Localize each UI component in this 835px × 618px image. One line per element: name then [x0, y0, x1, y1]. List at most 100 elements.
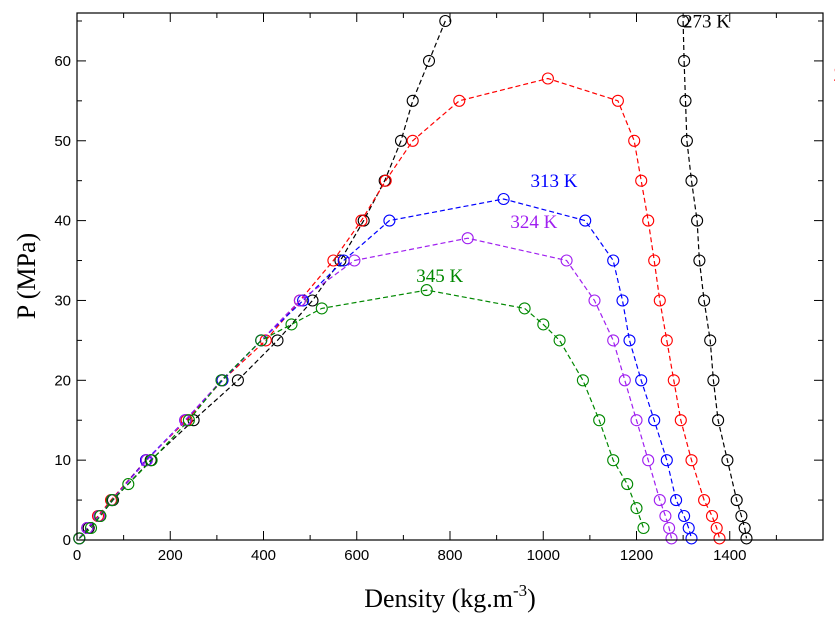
- series-line-273-k: [78, 20, 446, 539]
- data-point-324-k: [618, 374, 631, 387]
- data-point-273-k: [306, 294, 319, 307]
- x-axis-title: Density (kg.m-3): [364, 581, 536, 613]
- x-tick-label: 1200: [620, 547, 653, 564]
- y-axis-title: P (MPa): [12, 233, 41, 319]
- series-line-324-k: [78, 237, 673, 539]
- y-tick-label: 60: [54, 53, 71, 70]
- data-point-273-k: [735, 509, 748, 523]
- x-tick-label: 0: [73, 547, 81, 564]
- data-point-345-k: [105, 494, 119, 507]
- series-293-k: 293 K: [73, 65, 835, 545]
- series-layer: 273 K 293 K 313 K 324 K 345 K: [73, 11, 835, 545]
- data-point-293-k: [541, 72, 554, 85]
- data-point-313-k: [607, 254, 620, 267]
- ticks-layer: 0 200 400 600 800 1000 1200 1400 0 10 20 30 40 50 60: [54, 13, 824, 564]
- data-point-324-k: [348, 254, 361, 267]
- x-axis-title-end: ): [527, 584, 536, 613]
- data-point-273-k: [334, 254, 347, 267]
- data-point-324-k: [560, 254, 573, 267]
- data-point-345-k: [94, 509, 107, 523]
- data-point-313-k: [497, 192, 510, 206]
- data-point-273-k: [406, 94, 419, 107]
- x-tick-label: 1000: [527, 547, 560, 564]
- data-point-313-k: [660, 454, 673, 467]
- x-tick-label: 1400: [713, 547, 746, 564]
- series-345-k: 345 K: [73, 266, 650, 545]
- data-point-293-k: [653, 294, 666, 307]
- data-point-313-k: [670, 494, 683, 507]
- data-point-313-k: [297, 294, 310, 307]
- data-point-313-k: [579, 214, 592, 227]
- data-point-324-k: [642, 454, 655, 467]
- data-point-273-k: [704, 334, 717, 347]
- data-point-273-k: [231, 374, 244, 387]
- data-point-345-k: [315, 302, 328, 315]
- series-label-273-k: 273 K: [683, 11, 730, 32]
- series-line-293-k: [78, 77, 721, 539]
- x-tick-label: 200: [158, 547, 183, 564]
- series-324-k: 324 K: [73, 212, 678, 545]
- data-point-293-k: [379, 174, 392, 187]
- data-point-345-k: [621, 478, 634, 491]
- data-point-324-k: [665, 532, 678, 545]
- data-point-293-k: [635, 174, 648, 187]
- data-point-273-k: [721, 454, 734, 467]
- data-point-293-k: [705, 509, 719, 523]
- data-point-324-k: [588, 294, 601, 307]
- series-273-k: 273 K: [73, 11, 753, 545]
- data-point-313-k: [616, 294, 629, 307]
- data-point-293-k: [355, 214, 368, 227]
- x-axis-title-main: Density (kg.m: [364, 584, 513, 613]
- data-point-273-k: [740, 532, 753, 545]
- data-point-345-k: [215, 374, 228, 387]
- data-point-345-k: [255, 334, 268, 347]
- data-point-273-k: [394, 134, 408, 147]
- data-point-273-k: [439, 14, 452, 28]
- x-tick-label: 600: [344, 547, 369, 564]
- data-point-324-k: [461, 232, 474, 245]
- data-point-273-k: [680, 134, 693, 147]
- data-point-293-k: [698, 494, 711, 507]
- data-point-324-k: [630, 414, 643, 427]
- series-313-k: 313 K: [73, 171, 698, 545]
- data-point-293-k: [674, 414, 687, 427]
- data-point-345-k: [637, 521, 650, 535]
- data-point-345-k: [182, 414, 195, 427]
- data-point-324-k: [653, 494, 666, 507]
- series-label-313-k: 313 K: [530, 171, 577, 192]
- data-point-273-k: [693, 254, 706, 267]
- y-tick-label: 40: [54, 213, 71, 230]
- data-point-345-k: [553, 334, 566, 347]
- data-point-324-k: [179, 414, 192, 427]
- y-tick-label: 0: [63, 532, 71, 549]
- data-point-273-k: [271, 334, 284, 347]
- y-tick-label: 10: [54, 452, 71, 469]
- data-point-273-k: [679, 94, 692, 107]
- data-point-273-k: [422, 54, 436, 67]
- series-line-313-k: [78, 198, 693, 539]
- data-point-345-k: [420, 284, 433, 297]
- y-tick-label: 30: [54, 292, 71, 309]
- data-point-324-k: [293, 294, 306, 307]
- data-point-273-k: [678, 54, 691, 67]
- data-point-293-k: [628, 134, 641, 147]
- data-point-313-k: [685, 532, 698, 545]
- data-point-324-k: [81, 521, 94, 535]
- data-point-313-k: [383, 214, 396, 227]
- data-point-293-k: [685, 454, 698, 467]
- data-point-345-k: [285, 318, 298, 331]
- data-point-293-k: [327, 254, 340, 267]
- data-point-293-k: [406, 134, 419, 147]
- data-point-273-k: [685, 174, 698, 187]
- series-line-345-k: [78, 289, 645, 539]
- data-point-293-k: [611, 94, 624, 107]
- data-point-345-k: [593, 414, 606, 427]
- series-label-293-k: 293 K: [834, 65, 835, 86]
- x-tick-label: 800: [437, 547, 462, 564]
- data-point-345-k: [73, 532, 86, 545]
- data-point-345-k: [145, 454, 158, 467]
- data-point-293-k: [648, 254, 661, 267]
- data-point-313-k: [623, 334, 636, 347]
- data-point-324-k: [607, 334, 620, 347]
